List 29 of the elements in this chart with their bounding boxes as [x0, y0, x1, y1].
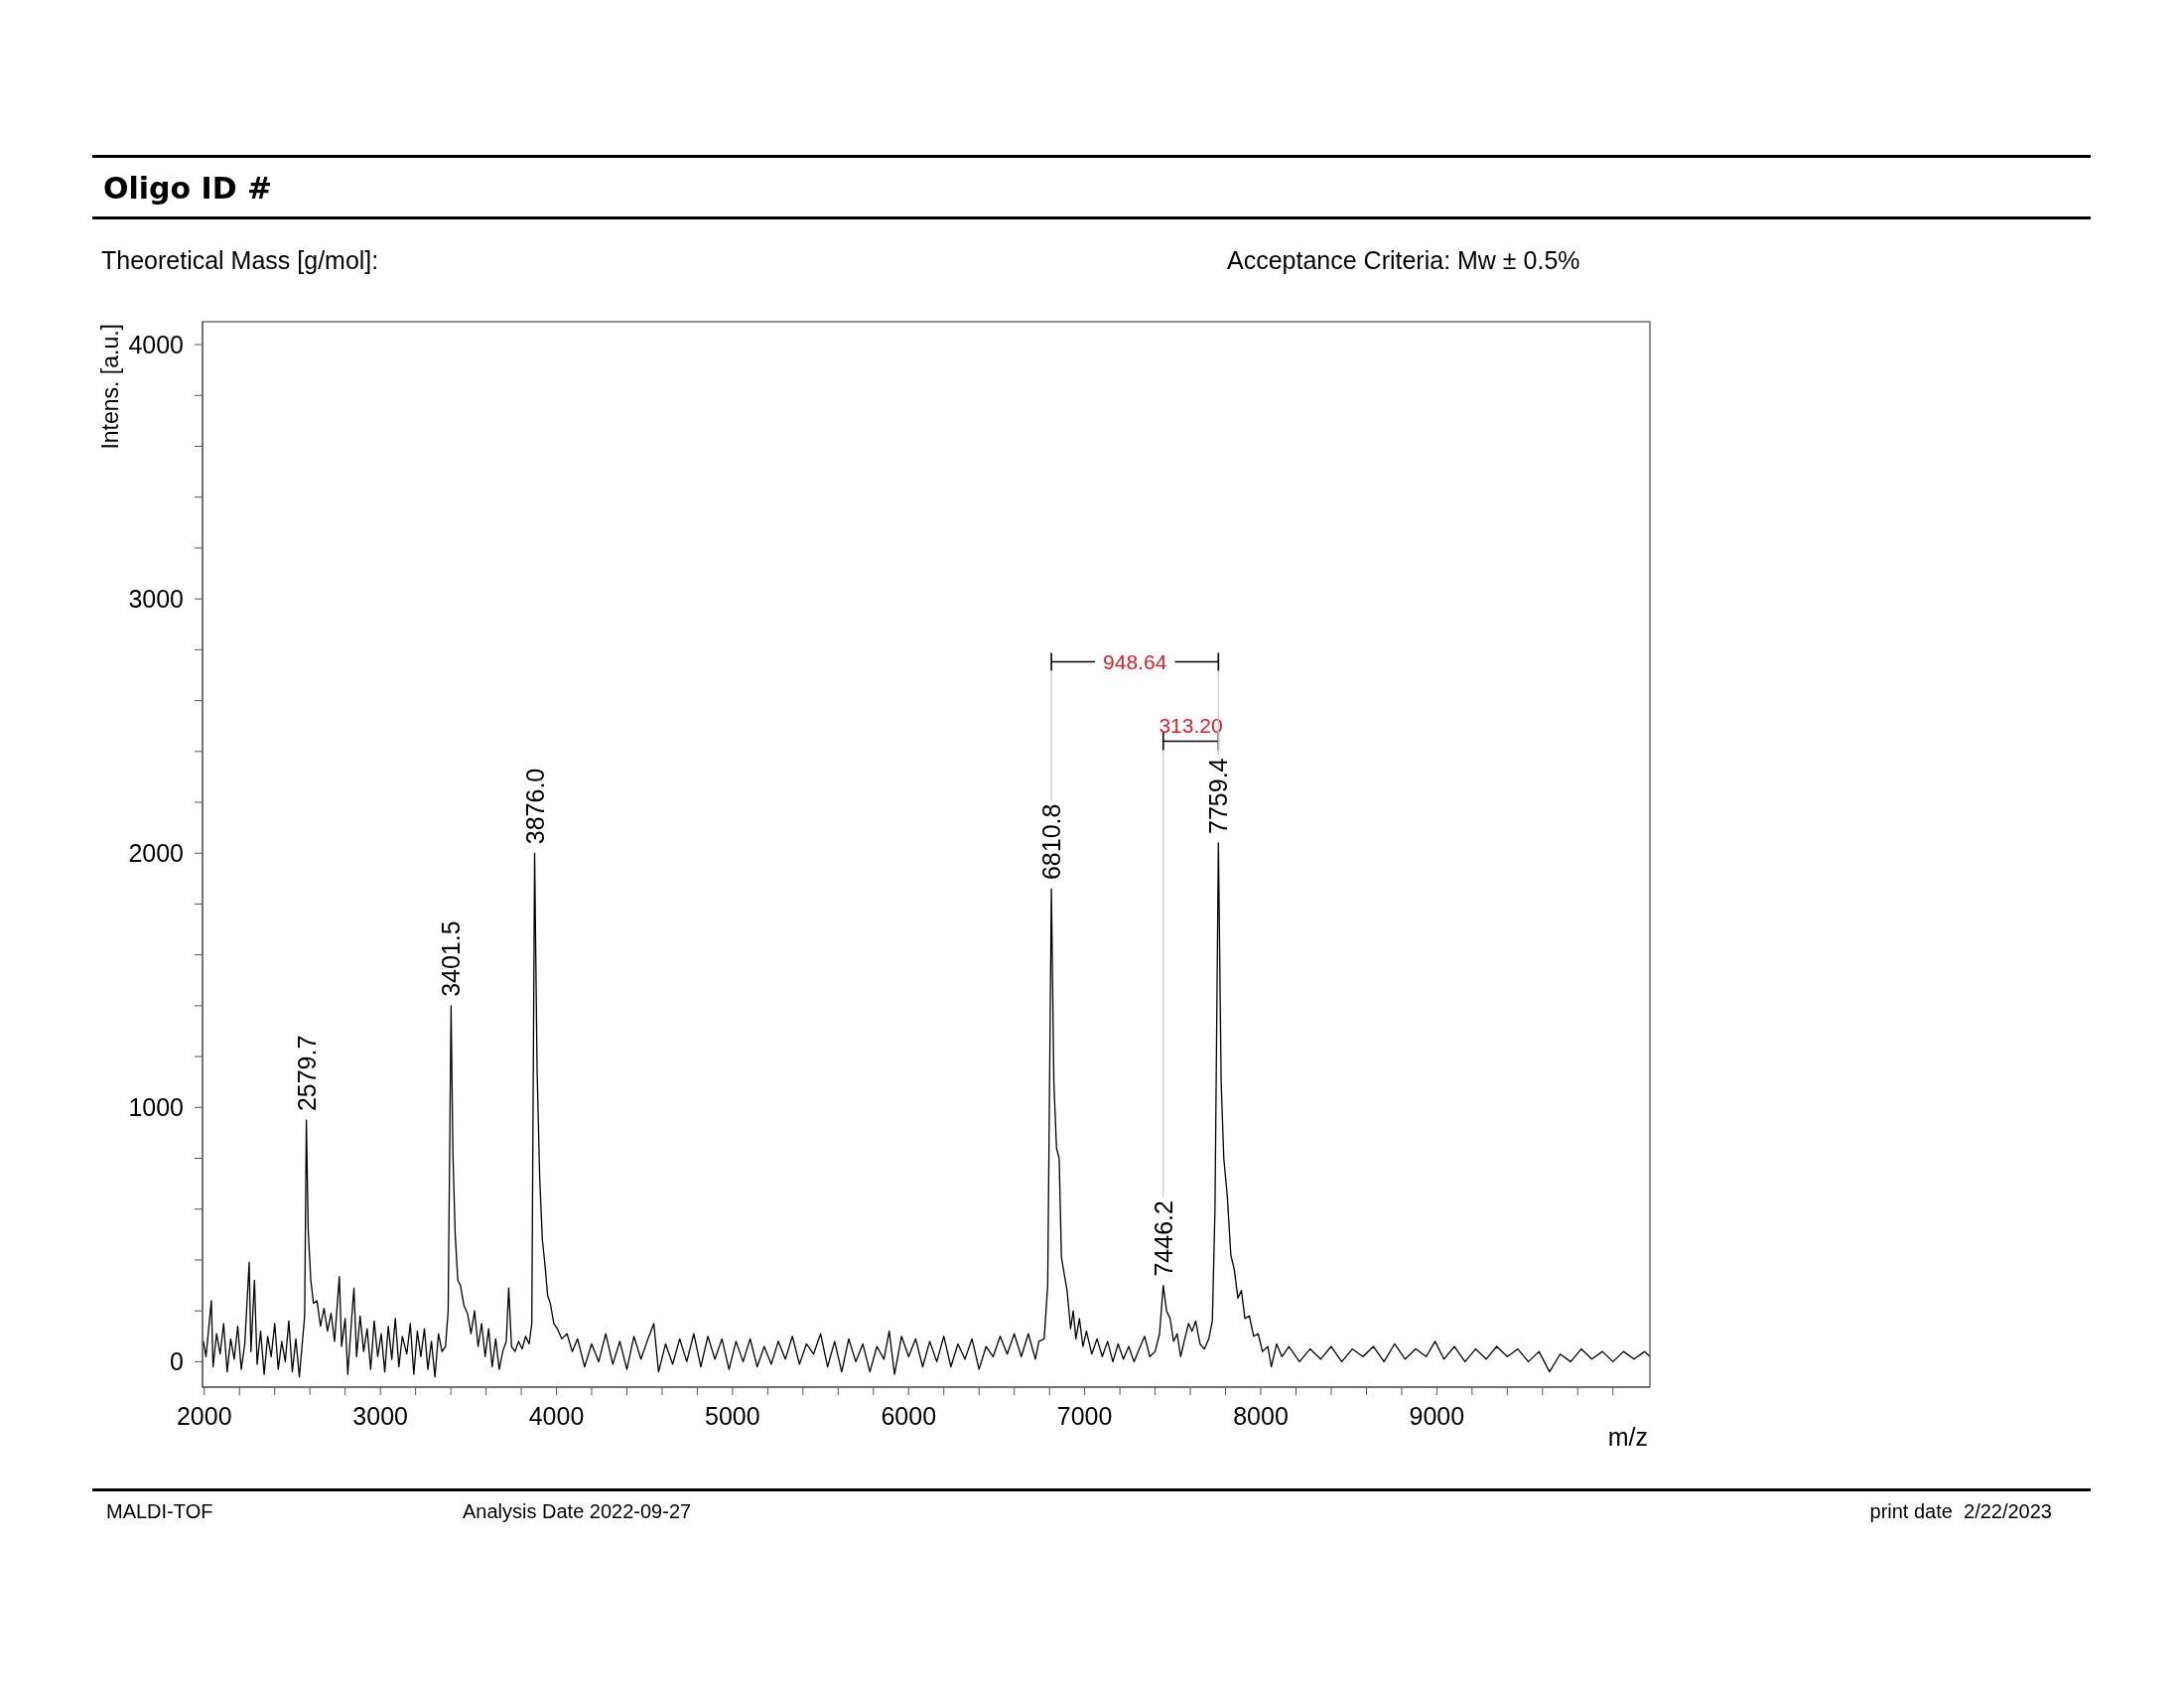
- y-tick-label: 1000: [128, 1093, 184, 1122]
- x-tick-label: 4000: [528, 1401, 585, 1430]
- y-tick-label: 4000: [128, 330, 184, 358]
- annotation: 2579.7: [292, 1035, 321, 1112]
- x-tick-label: 6000: [881, 1401, 937, 1430]
- annotation: 313.20: [1159, 713, 1223, 737]
- y-tick-label: 2000: [128, 839, 184, 868]
- chart-subtitle: Theoretical Mass [g/mol]:: [101, 245, 379, 274]
- text: MALDI-TOF: [106, 1500, 213, 1522]
- annotation: 3876.0: [520, 768, 549, 845]
- text: Acceptance Criteria: Mw ± 0.5%: [1227, 245, 1580, 274]
- y-tick-label: 0: [170, 1347, 184, 1376]
- x-tick-label: 5000: [705, 1401, 760, 1430]
- text: print date 2/22/2023: [1869, 1500, 2052, 1522]
- x-tick-label: 7000: [1056, 1401, 1113, 1430]
- text: Analysis Date 2022-09-27: [463, 1500, 692, 1522]
- x-tick-label: 3000: [352, 1401, 408, 1430]
- annotation: 6810.8: [1037, 803, 1066, 881]
- x-tick-label: 9000: [1409, 1401, 1465, 1430]
- y-tick-label: 3000: [128, 585, 184, 614]
- chart-title: Oligo ID #: [103, 171, 273, 206]
- annotation: 3401.5: [437, 920, 466, 997]
- x-axis-title: m/z: [1607, 1423, 1648, 1451]
- x-tick-label: 8000: [1233, 1401, 1289, 1430]
- x-tick-label: 2000: [176, 1401, 232, 1430]
- annotation: 7759.4: [1204, 758, 1233, 834]
- annotation: 7446.2: [1149, 1200, 1177, 1277]
- annotation: 948.64: [1103, 649, 1167, 673]
- y-axis-title: Intens. [a.u.]: [97, 324, 123, 450]
